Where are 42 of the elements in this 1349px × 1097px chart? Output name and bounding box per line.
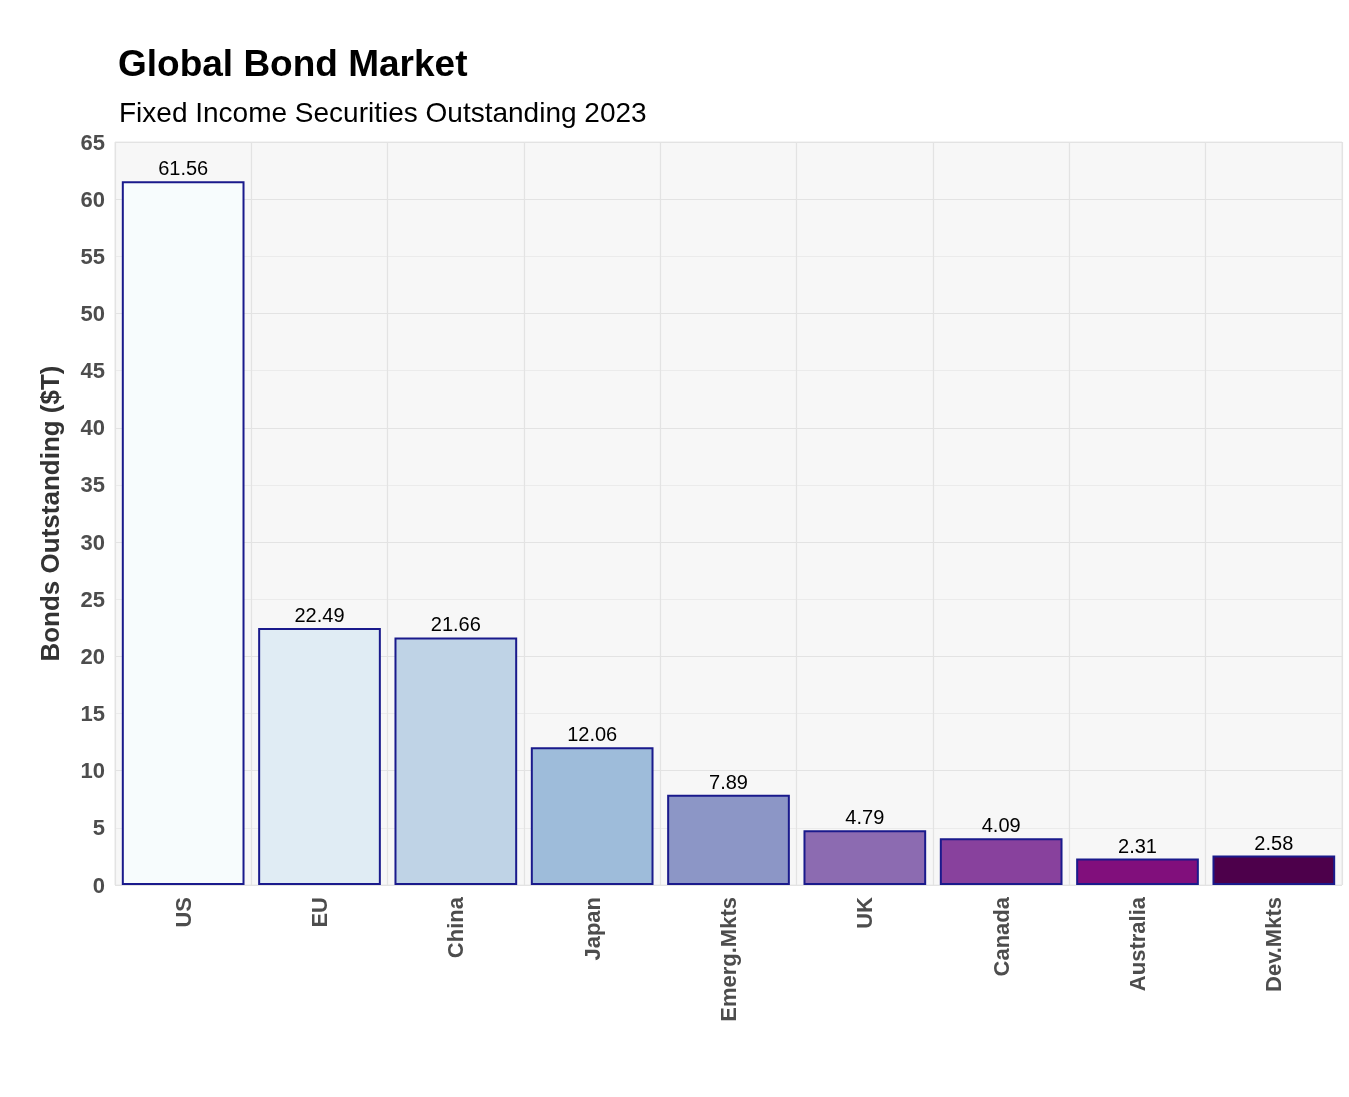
y-tick-label: 55 — [80, 243, 105, 269]
x-tick-label: Australia — [1125, 896, 1150, 992]
x-tick-label: Canada — [988, 896, 1014, 977]
y-tick-label: 45 — [80, 358, 105, 384]
y-tick-label: 0 — [92, 872, 105, 898]
y-tick-label: 30 — [80, 529, 105, 555]
data-label: 2.58 — [1254, 831, 1294, 854]
data-label: 22.49 — [294, 603, 345, 626]
data-label: 61.56 — [158, 157, 209, 180]
y-tick-label: 25 — [80, 586, 105, 612]
data-label: 2.31 — [1118, 834, 1157, 857]
x-tick-label: EU — [307, 897, 332, 928]
chart-title: Global Bond Market — [118, 43, 468, 84]
data-label: 21.66 — [430, 613, 481, 636]
x-tick-label: US — [170, 897, 196, 928]
bar — [667, 794, 790, 885]
bar — [1076, 858, 1199, 885]
x-tick-label: Dev.Mkts — [1261, 897, 1287, 992]
y-tick-label: 50 — [80, 300, 105, 326]
bar — [939, 838, 1063, 885]
x-tick-label: China — [443, 896, 469, 959]
bar — [1212, 855, 1336, 885]
data-label: 12.06 — [567, 723, 618, 746]
data-label: 7.89 — [709, 770, 748, 793]
bar — [530, 747, 654, 885]
x-tick-label: Emerg.Mkts — [716, 897, 741, 1022]
y-tick-label: 60 — [80, 186, 105, 212]
y-tick-label: 40 — [80, 415, 105, 441]
x-tick-label: Japan — [579, 897, 605, 961]
y-tick-label: 10 — [80, 758, 105, 784]
y-tick-label: 15 — [80, 701, 105, 727]
y-tick-label: 5 — [92, 815, 105, 841]
y-tick-label: 35 — [80, 472, 105, 498]
bar — [394, 637, 518, 885]
bar — [803, 830, 927, 885]
data-label: 4.09 — [981, 814, 1021, 837]
y-tick-label: 20 — [80, 643, 105, 669]
chart-subtitle: Fixed Income Securities Outstanding 2023 — [119, 96, 647, 128]
y-tick-label: 65 — [80, 129, 105, 155]
x-tick-label: UK — [852, 896, 878, 929]
y-axis-title: Bonds Outstanding ($T) — [35, 365, 65, 662]
data-label: 4.79 — [845, 806, 885, 829]
